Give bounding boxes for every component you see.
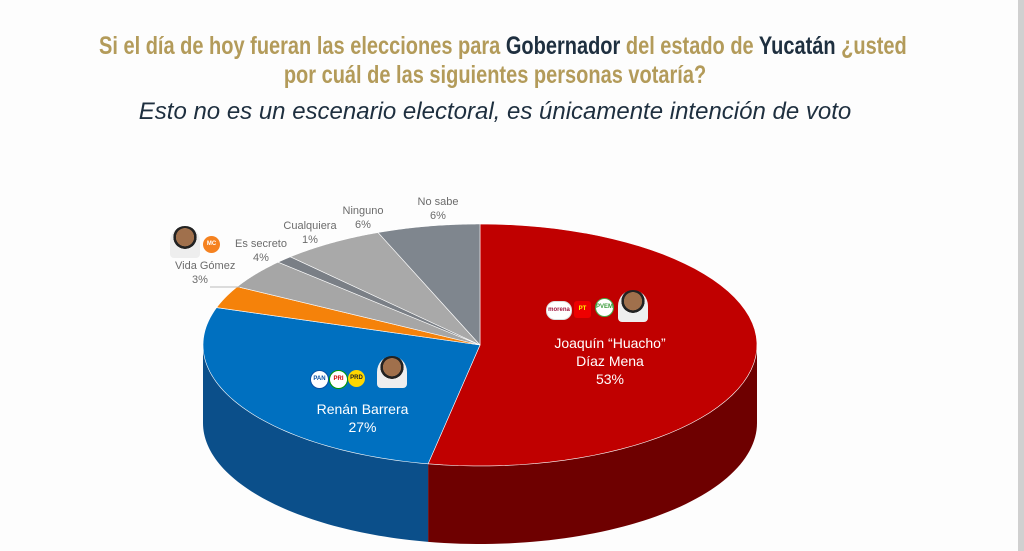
pie-slice-6 [377,223,481,346]
slice-side-0 [428,345,757,544]
title-text: ¿usted [835,32,907,60]
title-line2: por cuál de las siguientes personas vota… [283,61,707,89]
slice-value: 1% [302,234,318,246]
title-text: del estado de [620,32,759,60]
slice-name: No sabe [417,196,459,208]
slice-value: 6% [430,210,446,222]
title-bold: Yucatán [758,32,836,60]
slice-name: Cualquiera [283,220,337,232]
party-logo-morena: morena [546,301,572,320]
slice-value: 3% [192,274,208,286]
party-logo-mc: MC [203,236,220,253]
label-nosabe: No sabe 6% [410,195,466,223]
party-logo-prd: PRD [348,370,365,387]
party-logo-pt: PT [574,301,591,318]
label-secreto: Es secreto 4% [228,237,294,265]
pie-slice-4 [277,256,481,346]
candidate-photo-gomez [170,226,200,258]
label-barrera: Renán Barrera 27% [300,400,425,436]
party-logo-pri: PRI [329,370,348,389]
slice-value: 27% [348,419,377,435]
label-diaz: Joaquín “Huacho” Díaz Mena 53% [540,334,680,388]
chart-title: Si el día de hoy fueran las elecciones p… [0,32,990,90]
slice-name: Vida Gómez [175,260,236,272]
slice-value: 6% [355,219,371,231]
label-cualquiera: Cualquiera 1% [282,219,338,247]
title-bold: Gobernador [505,32,621,60]
pie-slice-2 [216,286,481,346]
chart-subtitle: Esto no es un escenario electoral, es ún… [138,98,852,125]
pie-slice-5 [289,232,481,346]
slice-name: Es secreto [235,238,287,250]
title-line1: Si el día de hoy fueran las elecciones p… [99,32,907,61]
party-logo-pvem: PVEM [595,298,614,317]
pie-slice-0 [427,223,758,467]
candidate-photo-barrera [377,356,407,388]
pie-slice-3 [236,261,481,346]
slice-name: Joaquín “Huacho” Díaz Mena [554,335,666,369]
slice-value: 4% [253,252,269,264]
slice-name: Renán Barrera [316,401,409,417]
label-ninguno: Ninguno 6% [338,204,388,232]
slice-side-1 [203,345,429,542]
slice-name: Ninguno [342,205,384,217]
window-edge [1018,0,1024,551]
slice-value: 53% [595,371,625,387]
party-logo-pan: PAN [310,370,329,389]
label-gomez: Vida Gómez 3% [175,259,235,287]
title-text: Si el día de hoy fueran las elecciones p… [99,32,506,60]
candidate-photo-diaz [618,290,648,322]
